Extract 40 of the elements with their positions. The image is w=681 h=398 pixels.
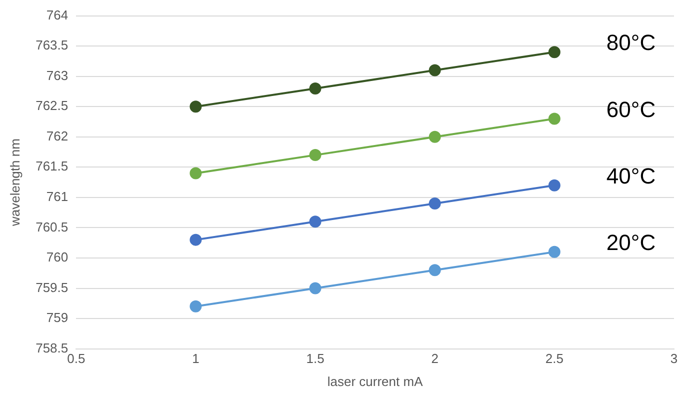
point xyxy=(309,216,322,228)
y-tick-label: 763 xyxy=(46,68,68,83)
text: 20°C xyxy=(606,230,656,255)
y-tick-label: 762 xyxy=(46,128,68,144)
y-tick-label: 759.5 xyxy=(36,280,68,295)
point xyxy=(309,149,322,162)
x-tick-label: 0.5 xyxy=(67,351,86,366)
point xyxy=(190,300,202,312)
point xyxy=(190,234,202,246)
y-tick-label: 758.5 xyxy=(36,340,68,356)
point xyxy=(428,130,441,143)
point xyxy=(428,197,441,210)
point xyxy=(428,264,441,276)
y-tick-label: 764 xyxy=(46,7,68,22)
text: 80°C xyxy=(606,30,656,56)
point xyxy=(309,282,322,294)
x-tick-label: 1.5 xyxy=(306,351,324,366)
y-tick-label: 761 xyxy=(46,189,68,204)
x-tick-label: 3 xyxy=(670,351,678,366)
point xyxy=(548,179,560,192)
y-tick-label: 759 xyxy=(46,310,68,326)
point xyxy=(548,246,560,258)
x-tick-label: 2 xyxy=(431,351,438,366)
x-axis-title: laser current mA xyxy=(327,374,424,389)
y-tick-label: 761.5 xyxy=(36,158,68,174)
x-tick-label: 2.5 xyxy=(545,351,564,366)
point xyxy=(548,112,560,125)
point xyxy=(309,82,322,94)
point xyxy=(190,167,202,180)
point xyxy=(548,46,560,58)
y-tick-label: 763.5 xyxy=(36,38,68,53)
y-tick-label: 760 xyxy=(46,250,68,265)
text: 40°C xyxy=(606,163,656,188)
x-tick-label: 1 xyxy=(192,351,200,366)
text: 60°C xyxy=(606,96,656,122)
y-axis-title: wavelength nm xyxy=(7,138,22,228)
point xyxy=(428,64,441,76)
point xyxy=(190,100,202,113)
y-tick-label: 760.5 xyxy=(36,219,68,234)
y-tick-label: 762.5 xyxy=(36,98,68,114)
